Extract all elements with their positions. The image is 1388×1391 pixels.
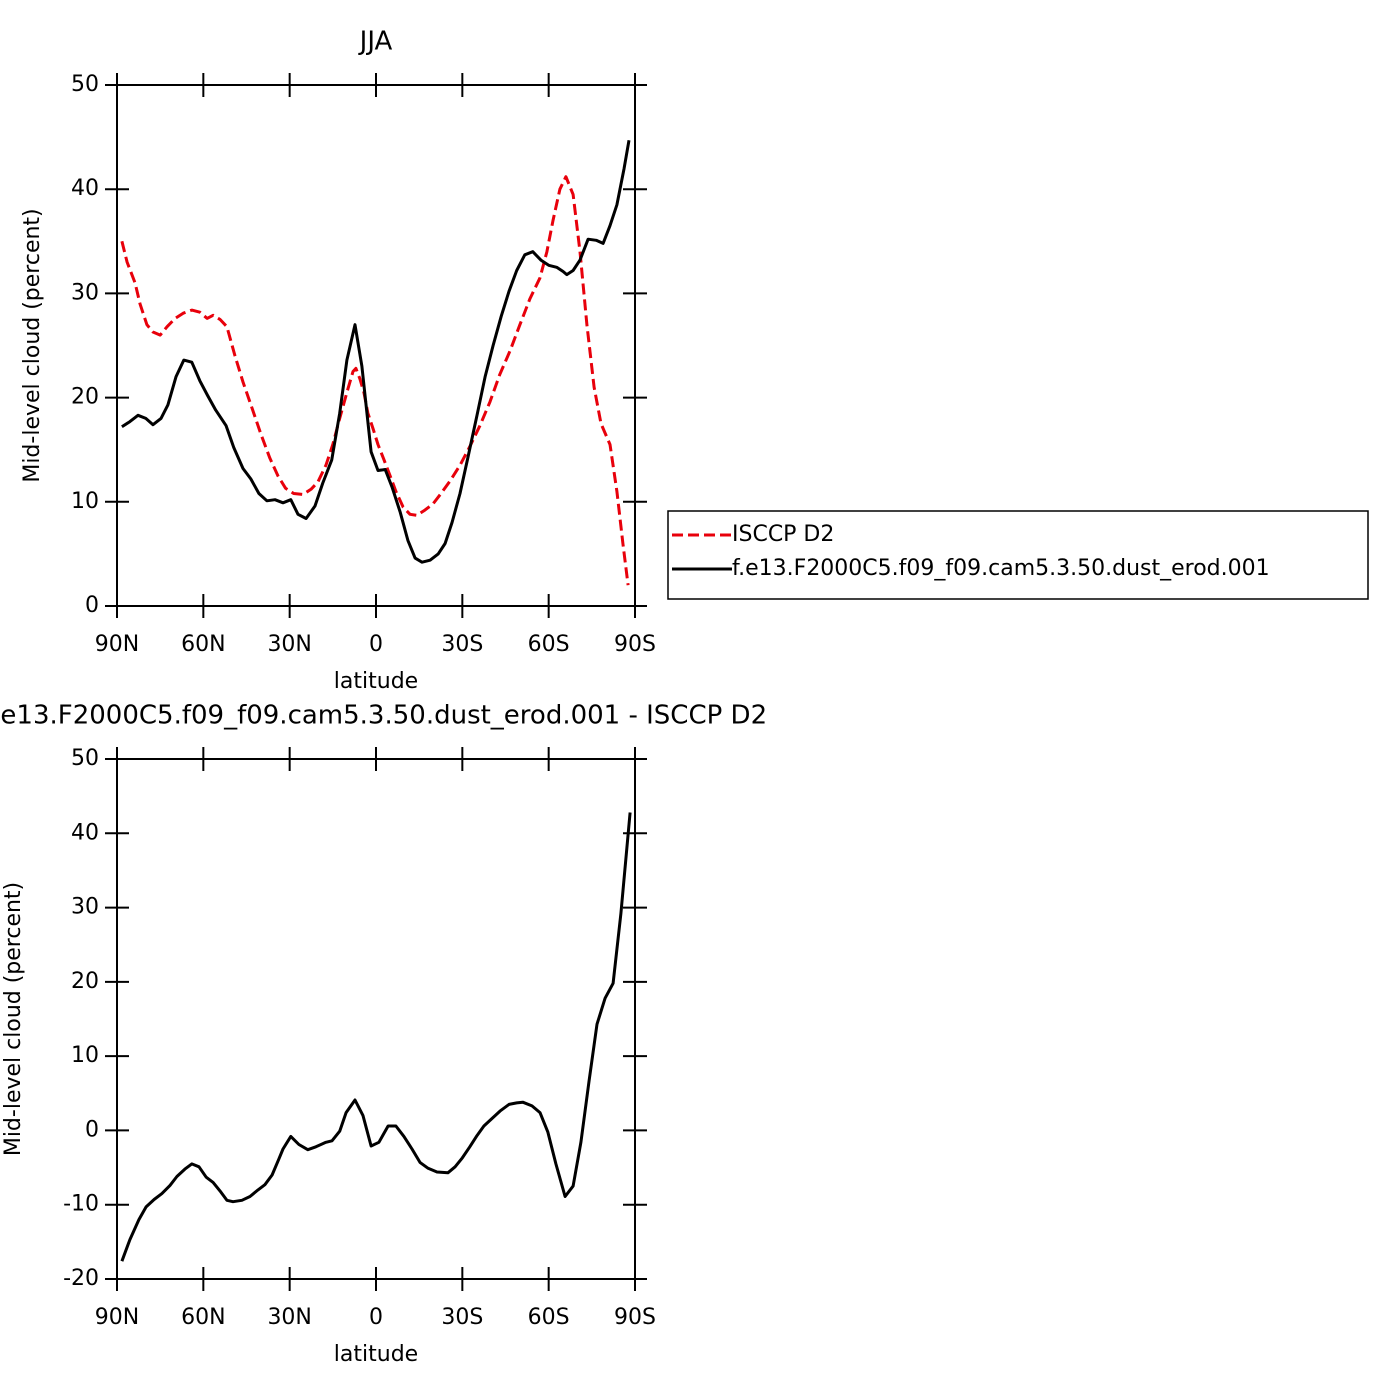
y-tick-label: -10 xyxy=(63,1192,99,1217)
x-tick-label: 60N xyxy=(181,1305,225,1330)
x-tick-label: 90S xyxy=(614,632,656,657)
y-tick-label: 30 xyxy=(71,280,99,305)
y-tick-label: 10 xyxy=(71,1043,99,1068)
y-tick-label: 20 xyxy=(71,385,99,410)
plot-frame xyxy=(116,84,636,607)
chart-title: f.e13.F2000C5.f09_f09.cam5.3.50.dust_ero… xyxy=(0,701,767,731)
x-tick-label: 0 xyxy=(369,1305,383,1330)
x-tick-label: 30N xyxy=(267,1305,311,1330)
x-axis-label: latitude xyxy=(334,669,418,694)
x-tick-label: 30N xyxy=(267,632,311,657)
x-tick-label: 60S xyxy=(528,1305,570,1330)
legend-label: ISCCP D2 xyxy=(732,522,834,547)
y-axis-label: Mid-level cloud (percent) xyxy=(20,208,45,482)
y-tick-label: 30 xyxy=(71,895,99,920)
y-tick-label: -20 xyxy=(63,1266,99,1291)
y-tick-label: 10 xyxy=(71,489,99,514)
x-tick-label: 60N xyxy=(181,632,225,657)
y-axis-label: Mid-level cloud (percent) xyxy=(1,882,26,1156)
data-line xyxy=(120,812,632,1262)
plot-frame xyxy=(116,758,636,1280)
x-tick-label: 30S xyxy=(441,1305,483,1330)
x-tick-label: 90N xyxy=(95,1305,139,1330)
y-tick-label: 50 xyxy=(71,746,99,771)
y-tick-label: 0 xyxy=(85,1117,99,1142)
y-tick-label: 40 xyxy=(71,820,99,845)
y-tick-label: 50 xyxy=(71,72,99,97)
chart-title: JJA xyxy=(358,27,393,57)
x-axis-label: latitude xyxy=(334,1342,418,1367)
x-tick-label: 90N xyxy=(95,632,139,657)
data-line xyxy=(121,139,631,564)
x-tick-label: 0 xyxy=(369,632,383,657)
y-tick-label: 40 xyxy=(71,176,99,201)
legend-label: f.e13.F2000C5.f09_f09.cam5.3.50.dust_ero… xyxy=(732,556,1270,581)
y-tick-label: 20 xyxy=(71,969,99,994)
y-tick-label: 0 xyxy=(85,593,99,618)
legend-box xyxy=(667,510,1369,600)
x-tick-label: 30S xyxy=(441,632,483,657)
data-line xyxy=(120,175,630,586)
x-tick-label: 90S xyxy=(614,1305,656,1330)
x-tick-label: 60S xyxy=(528,632,570,657)
